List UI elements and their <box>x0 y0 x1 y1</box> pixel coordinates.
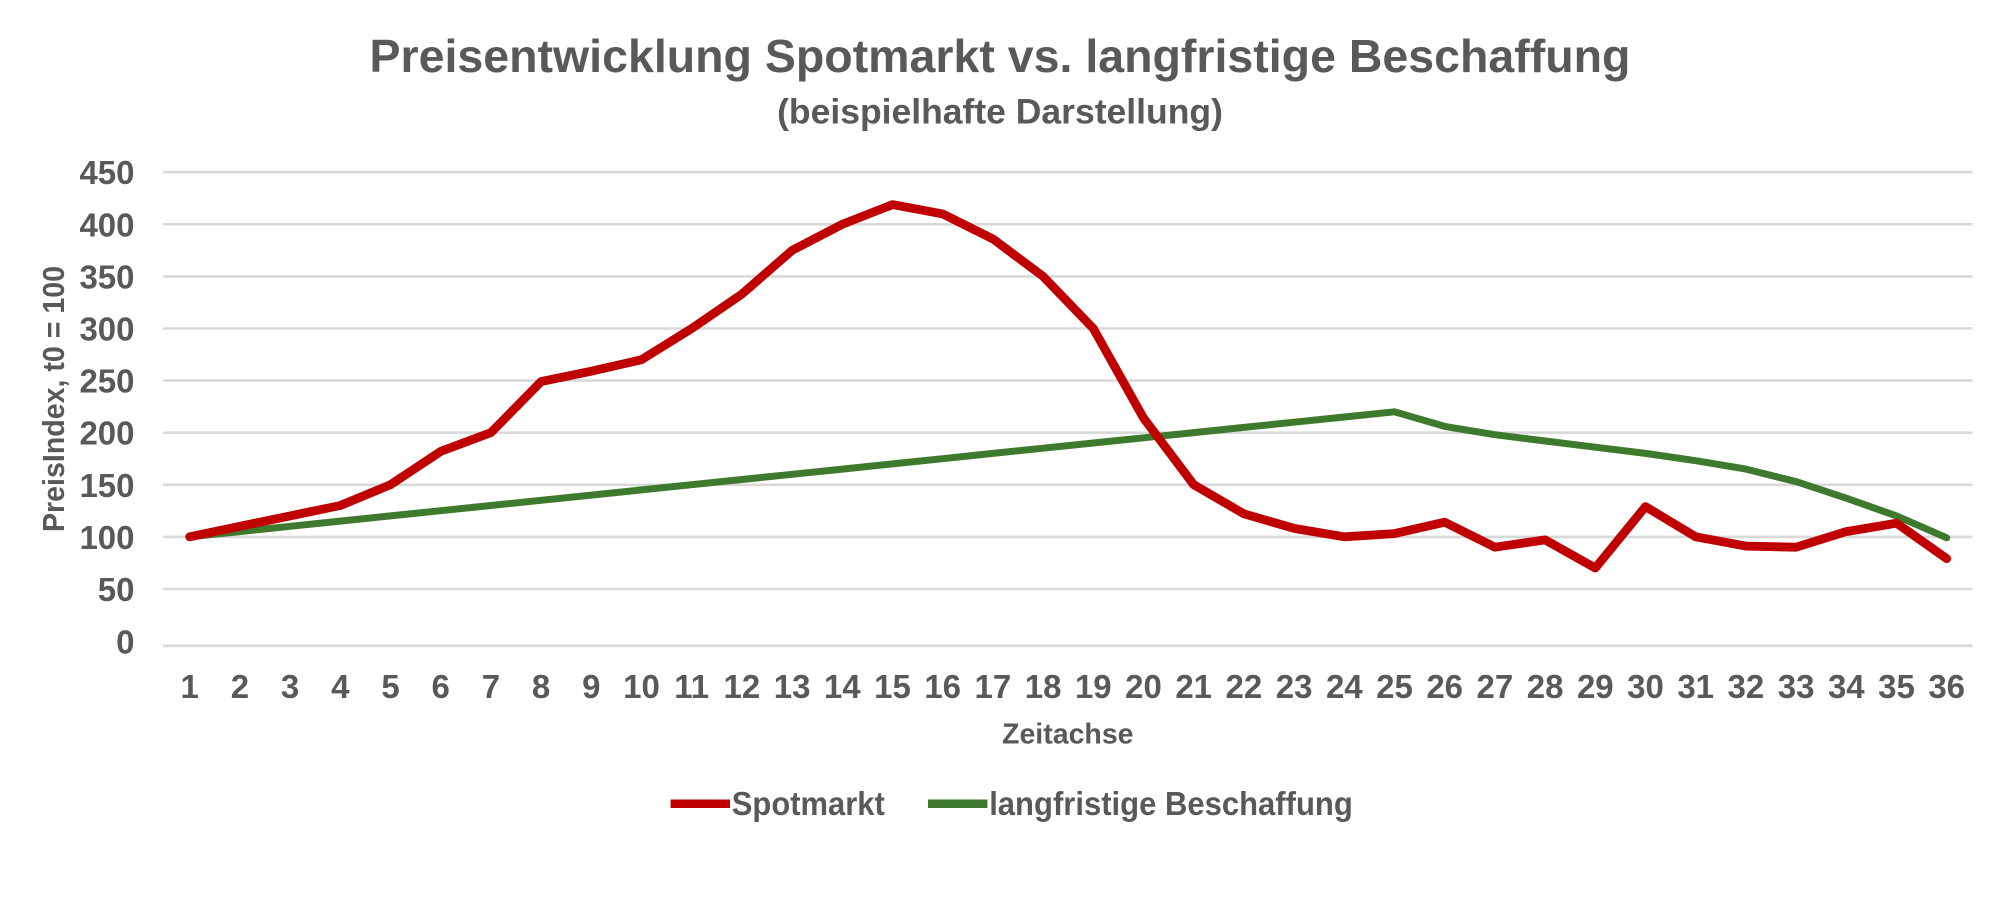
svg-text:Preisentwicklung Spotmarkt vs.: Preisentwicklung Spotmarkt vs. langfrist… <box>370 30 1631 82</box>
svg-text:Zeitachse: Zeitachse <box>1002 719 1133 751</box>
svg-text:26: 26 <box>1426 668 1463 705</box>
svg-text:100: 100 <box>79 519 134 556</box>
svg-text:10: 10 <box>623 668 660 705</box>
svg-text:1: 1 <box>181 668 199 705</box>
svg-text:17: 17 <box>975 668 1012 705</box>
svg-text:35: 35 <box>1878 668 1915 705</box>
svg-text:31: 31 <box>1677 668 1714 705</box>
svg-text:12: 12 <box>724 668 761 705</box>
svg-text:33: 33 <box>1778 668 1815 705</box>
svg-text:28: 28 <box>1527 668 1564 705</box>
svg-text:23: 23 <box>1276 668 1313 705</box>
svg-text:7: 7 <box>482 668 500 705</box>
svg-text:13: 13 <box>774 668 811 705</box>
svg-text:27: 27 <box>1477 668 1514 705</box>
svg-text:6: 6 <box>432 668 450 705</box>
svg-text:350: 350 <box>79 258 134 295</box>
svg-text:300: 300 <box>79 311 134 348</box>
svg-text:3: 3 <box>281 668 299 705</box>
svg-text:150: 150 <box>79 467 134 504</box>
svg-text:450: 450 <box>79 154 134 191</box>
svg-text:16: 16 <box>924 668 961 705</box>
svg-text:4: 4 <box>331 668 350 705</box>
svg-text:0: 0 <box>116 624 134 661</box>
svg-text:15: 15 <box>874 668 911 705</box>
svg-text:32: 32 <box>1728 668 1765 705</box>
svg-text:19: 19 <box>1075 668 1112 705</box>
svg-text:11: 11 <box>674 668 709 705</box>
svg-text:34: 34 <box>1828 668 1865 705</box>
svg-text:(beispielhafte Darstellung): (beispielhafte Darstellung) <box>777 92 1223 132</box>
svg-text:50: 50 <box>98 571 135 608</box>
svg-text:400: 400 <box>79 206 134 243</box>
svg-text:25: 25 <box>1376 668 1413 705</box>
svg-text:30: 30 <box>1627 668 1664 705</box>
svg-text:PreisIndex, t0 = 100: PreisIndex, t0 = 100 <box>36 266 71 532</box>
svg-text:250: 250 <box>79 363 134 400</box>
svg-text:20: 20 <box>1125 668 1162 705</box>
svg-text:18: 18 <box>1025 668 1062 705</box>
svg-text:22: 22 <box>1226 668 1263 705</box>
svg-text:200: 200 <box>79 415 134 452</box>
svg-text:21: 21 <box>1175 668 1212 705</box>
svg-text:29: 29 <box>1577 668 1614 705</box>
svg-text:langfristige Beschaffung: langfristige Beschaffung <box>989 786 1353 823</box>
svg-text:2: 2 <box>231 668 249 705</box>
svg-text:24: 24 <box>1326 668 1363 705</box>
svg-text:5: 5 <box>381 668 399 705</box>
svg-text:9: 9 <box>582 668 600 705</box>
svg-text:8: 8 <box>532 668 550 705</box>
svg-text:Spotmarkt: Spotmarkt <box>732 786 885 823</box>
svg-text:14: 14 <box>824 668 861 705</box>
svg-text:36: 36 <box>1928 668 1965 705</box>
